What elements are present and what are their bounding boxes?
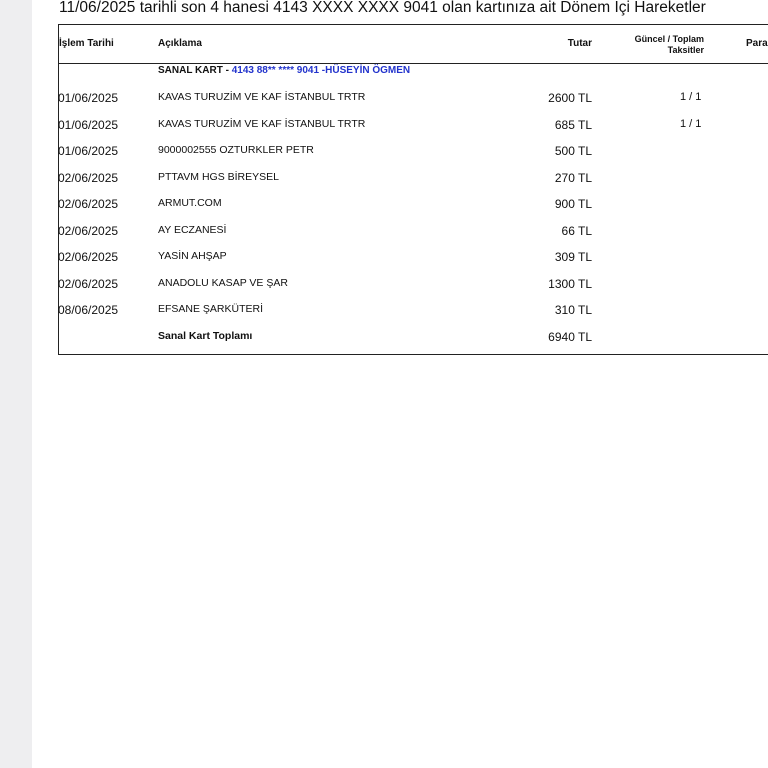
amount-cell: 900 TL (554, 197, 592, 211)
installment-cell: 1 / 1 (680, 91, 702, 103)
date-cell: 08/06/2025 (58, 303, 119, 317)
total-label: Sanal Kart Toplamı (158, 329, 253, 342)
card-info: 4143 88** **** 9041 -HÜSEYİN ÖGMEN (231, 65, 411, 76)
description-cell: PTTAVM HGS BİREYSEL (158, 170, 279, 183)
date-cell: 01/06/2025 (58, 91, 119, 105)
column-header: İşlem Tarihi (59, 38, 114, 49)
column-header: Tutar (567, 38, 592, 49)
document-title: 11/06/2025 tarihli son 4 hanesi 4143 XXX… (59, 0, 706, 16)
column-header: Para (746, 38, 768, 49)
installment-cell: 1 / 1 (680, 117, 702, 130)
column-header: Açıklama (158, 38, 202, 49)
amount-cell: 270 TL (554, 170, 592, 185)
description-cell: AY ECZANESİ (158, 223, 227, 236)
amount-cell: 1300 TL (548, 276, 592, 291)
description-cell: ARMUT.COM (158, 197, 222, 209)
description-cell: KAVAS TURUZİM VE KAF İSTANBUL TRTR (158, 91, 366, 103)
date-cell: 02/06/2025 (58, 250, 119, 264)
group-row: SANAL KART - 4143 88** **** 9041 -HÜSEYİ… (158, 65, 410, 76)
header-separator (58, 63, 768, 64)
date-cell: 02/06/2025 (58, 170, 119, 185)
column-header: Güncel / Toplam Taksitler (634, 34, 704, 55)
date-cell: 01/06/2025 (58, 144, 119, 158)
description-cell: EFSANE ŞARKÜTERİ (158, 303, 264, 315)
date-cell: 02/06/2025 (58, 197, 119, 211)
amount-cell: 2600 TL (548, 91, 592, 105)
amount-cell: 685 TL (554, 117, 592, 132)
date-cell: 02/06/2025 (58, 223, 119, 238)
amount-cell: 500 TL (554, 144, 592, 158)
date-cell: 01/06/2025 (58, 117, 119, 132)
description-cell: KAVAS TURUZİM VE KAF İSTANBUL TRTR (158, 117, 366, 130)
group-label: SANAL KART - (158, 65, 229, 76)
amount-cell: 310 TL (554, 303, 592, 317)
description-cell: YASİN AHŞAP (158, 250, 227, 262)
date-cell: 02/06/2025 (58, 276, 119, 291)
description-cell: 9000002555 OZTURKLER PETR (158, 144, 314, 156)
document-page: 11/06/2025 tarihli son 4 hanesi 4143 XXX… (32, 0, 768, 768)
total-amount: 6940 TL (548, 329, 592, 344)
amount-cell: 66 TL (561, 223, 592, 238)
amount-cell: 309 TL (554, 250, 592, 264)
description-cell: ANADOLU KASAP VE ŞAR (158, 276, 288, 289)
table-border (58, 24, 768, 355)
